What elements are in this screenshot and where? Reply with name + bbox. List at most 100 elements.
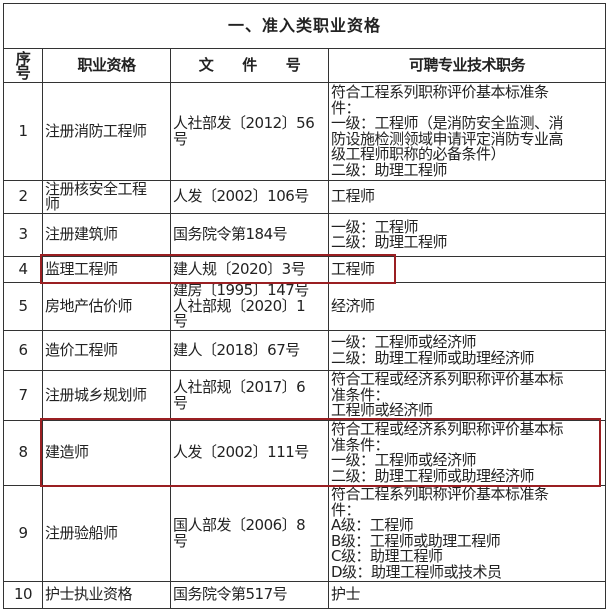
cell-qualification: 注册消防工程师 (42, 82, 171, 181)
cell-document: 国人部发〔2006〕8 号 (170, 485, 329, 582)
positions-line: 级工程师职称的必备条件） (331, 145, 506, 163)
positions-line: 二级：助理工程师或助理经济师 (331, 348, 535, 367)
table-row: 5 房地产估价师 建房〔1995〕147号 人社部规〔2020〕1 号经济师 (3, 282, 607, 331)
row-number: 7 (3, 370, 43, 421)
cell-positions: 一级：工程师 二级：助理工程师 (327, 213, 607, 257)
positions-line: 准条件： (331, 435, 390, 454)
document-line: 建房〔1995〕147号 (173, 282, 309, 300)
qualification-line: 造价工程师 (45, 340, 118, 359)
table-body: 1 注册消防工程师 人社部发〔2012〕56 号符合工程系列职称评价基本标准条 件： 一级… (3, 82, 607, 609)
document-line: 号 (173, 393, 188, 412)
cell-positions: 工程师 (327, 180, 607, 214)
document-line: 国人部发〔2006〕8 (173, 516, 306, 534)
row-number: 5 (3, 282, 43, 331)
cell-positions: 符合工程或经济系列职称评价基本标 准条件： 一级：工程师或经济师 二级：助理工程师或助… (327, 420, 607, 486)
table-row: 9 注册验船师 国人部发〔2006〕8 号符合工程系列职称评价基本标准条 件： A级：工程… (3, 485, 607, 582)
table-row: 10 护士执业资格 国务院令第517号 护士 (3, 581, 607, 609)
positions-line: 护士 (331, 585, 361, 604)
qualification-line: 房地产估价师 (45, 296, 133, 315)
cell-document: 人发〔2002〕106号 (170, 180, 329, 214)
positions-line: 件： (331, 500, 361, 519)
positions-line: 符合工程或经济系列职称评价基本标 (331, 420, 564, 438)
document-line: 人社部规〔2020〕1 (173, 296, 306, 315)
positions-line: A级：工程师 (331, 516, 414, 534)
cell-positions: 符合工程系列职称评价基本标准条 件： A级：工程师 B级：工程师或助理工程师 C级：助理… (327, 485, 607, 582)
document-line: 号 (173, 129, 188, 148)
positions-line: C级：助理工程师 (331, 547, 443, 565)
row-number: 4 (3, 256, 43, 283)
positions-line: 防设施检测领域申请评定消防专业高 (331, 129, 564, 148)
qualification-table: 一、准入类职业资格 序号 职业资格 文 件 号 可聘专业技术职务 1 注册消防工程… (2, 3, 607, 609)
table-row: 1 注册消防工程师 人社部发〔2012〕56 号符合工程系列职称评价基本标准条 件： 一级… (3, 82, 607, 181)
document-line: 人社部发〔2012〕56 (173, 114, 315, 132)
cell-document: 人发〔2002〕111号 (170, 420, 329, 486)
cell-document: 人社部发〔2012〕56 号 (170, 82, 329, 181)
header-seq-label: 序号 (15, 49, 31, 82)
qualification-line: 注册核安全工程 (45, 180, 147, 198)
cell-document: 建人〔2018〕67号 (170, 330, 329, 371)
header-seq: 序号 (3, 48, 43, 83)
cell-qualification: 注册核安全工程师 (42, 180, 171, 214)
cell-document: 国务院令第184号 (170, 213, 329, 257)
document-line: 号 (173, 312, 188, 331)
table-row: 7 注册城乡规划师 人社部规〔2017〕6 号符合工程或经济系列职称评价基本标 准条件：… (3, 370, 607, 421)
cell-qualification: 注册建筑师 (42, 213, 171, 257)
cell-document: 人社部规〔2017〕6 号 (170, 370, 329, 421)
cell-document: 建房〔1995〕147号 人社部规〔2020〕1 号 (170, 282, 329, 331)
positions-line: 工程师 (331, 187, 375, 206)
row-number: 9 (3, 485, 43, 582)
cell-positions: 工程师 (327, 256, 607, 283)
cell-qualification: 造价工程师 (42, 330, 171, 371)
row-number: 8 (3, 420, 43, 486)
positions-line: 准条件： (331, 385, 390, 404)
cell-positions: 经济师 (327, 282, 607, 331)
row-number: 6 (3, 330, 43, 371)
document-line: 国务院令第184号 (173, 225, 288, 244)
document-line: 人发〔2002〕106号 (173, 187, 309, 206)
document-line: 建人〔2018〕67号 (173, 340, 300, 359)
cell-document: 建人规〔2020〕3号 (170, 256, 329, 283)
cell-qualification: 注册城乡规划师 (42, 370, 171, 421)
table-row: 2 注册核安全工程师人发〔2002〕106号 工程师 (3, 180, 607, 214)
cell-positions: 护士 (327, 581, 607, 609)
row-number: 2 (3, 180, 43, 214)
positions-line: 件： (331, 98, 361, 117)
row-number: 3 (3, 213, 43, 257)
positions-line: 二级：助理工程师 (331, 233, 448, 251)
qualification-line: 护士执业资格 (45, 585, 133, 604)
document-line: 人社部规〔2017〕6 (173, 378, 306, 396)
header-document: 文 件 号 (170, 48, 329, 83)
positions-line: 一级：工程师（是消防安全监测、消 (331, 114, 564, 132)
table-row: 8 建造师 人发〔2002〕111号 符合工程或经济系列职称评价基本标 准条件： 一级：工… (3, 420, 607, 486)
table-row: 3 注册建筑师 国务院令第184号 一级：工程师 二级：助理工程师 (3, 213, 607, 257)
positions-line: 工程师或经济师 (331, 401, 433, 420)
positions-line: 经济师 (331, 296, 375, 315)
positions-line: 一级：工程师或经济师 (331, 451, 477, 469)
qualification-line: 注册建筑师 (45, 225, 118, 244)
table-title: 一、准入类职业资格 (2, 3, 607, 49)
positions-line: 符合工程或经济系列职称评价基本标 (331, 370, 564, 389)
qualification-line: 师 (45, 195, 60, 213)
positions-line: 一级：工程师 (331, 217, 419, 236)
header-qualification: 职业资格 (42, 48, 171, 83)
positions-line: 一级：工程师或经济师 (331, 333, 477, 351)
cell-qualification: 护士执业资格 (42, 581, 171, 609)
positions-line: 符合工程系列职称评价基本标准条 (331, 485, 549, 503)
cell-positions: 符合工程或经济系列职称评价基本标 准条件： 工程师或经济师 (327, 370, 607, 421)
cell-qualification: 房地产估价师 (42, 282, 171, 331)
qualification-line: 建造师 (45, 443, 89, 462)
document-line: 人发〔2002〕111号 (173, 443, 309, 462)
qualification-line: 注册验船师 (45, 523, 118, 542)
cell-positions: 符合工程系列职称评价基本标准条 件： 一级：工程师（是消防安全监测、消 防设施检测领域… (327, 82, 607, 181)
row-number: 10 (3, 581, 43, 609)
cell-qualification: 建造师 (42, 420, 171, 486)
table-row: 6 造价工程师 建人〔2018〕67号 一级：工程师或经济师 二级：助理工程师或助理经济… (3, 330, 607, 371)
cell-positions: 一级：工程师或经济师 二级：助理工程师或助理经济师 (327, 330, 607, 371)
cell-document: 国务院令第517号 (170, 581, 329, 609)
cell-qualification: 监理工程师 (42, 256, 171, 283)
positions-line: 工程师 (331, 259, 375, 278)
qualification-line: 注册消防工程师 (45, 121, 147, 140)
positions-line: 二级：助理工程师 (331, 160, 448, 179)
qualification-line: 监理工程师 (45, 259, 118, 278)
header-positions: 可聘专业技术职务 (327, 48, 607, 83)
